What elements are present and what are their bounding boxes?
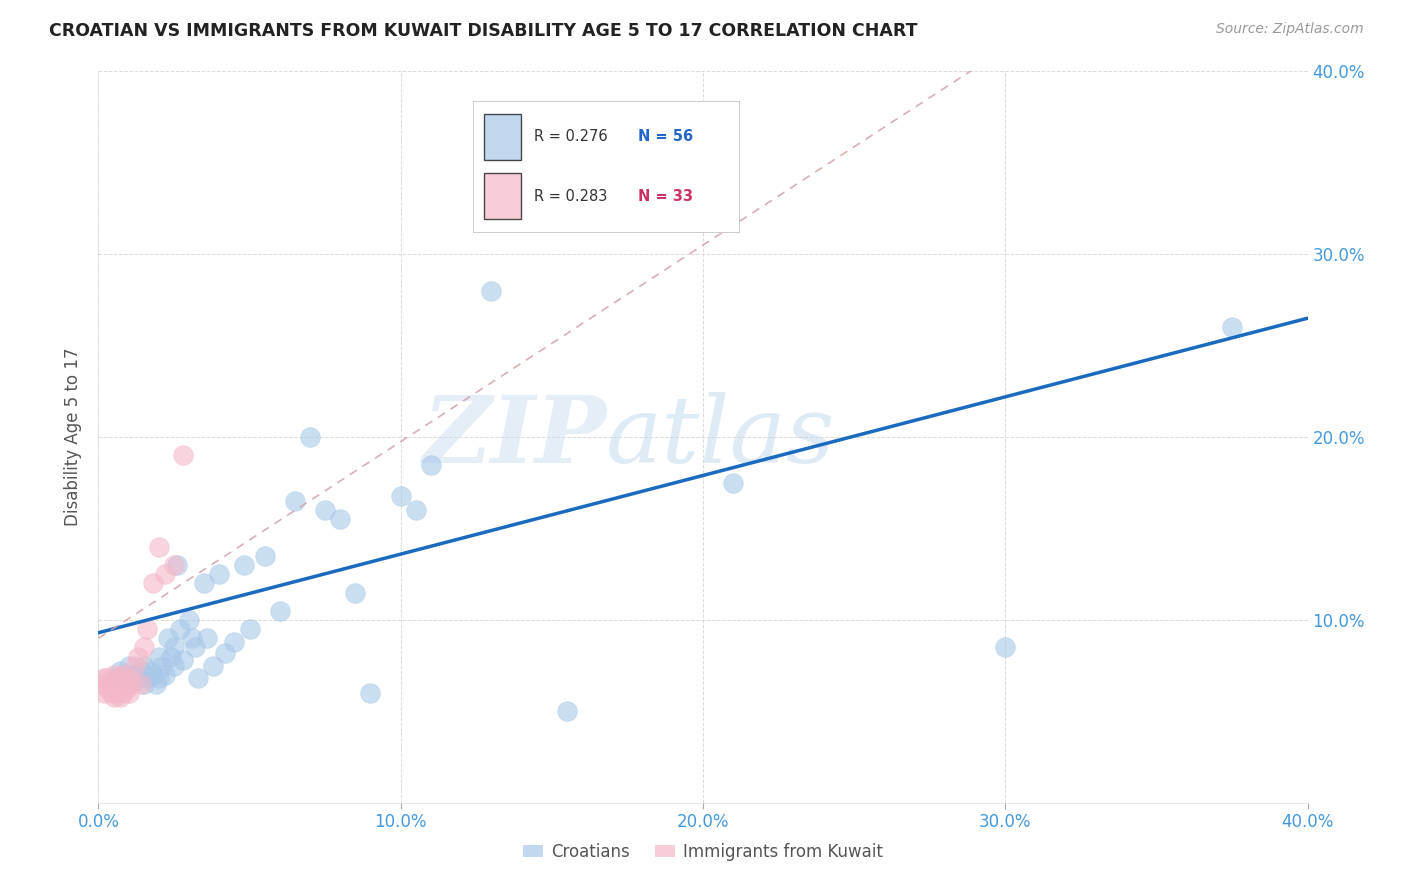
Point — [118, 658, 141, 673]
Point — [163, 558, 186, 573]
Point — [405, 503, 427, 517]
Point — [103, 677, 125, 691]
Point — [127, 649, 149, 664]
Point — [127, 672, 149, 686]
Point — [124, 658, 146, 673]
Point — [103, 667, 125, 681]
Point — [360, 686, 382, 700]
Point — [153, 567, 176, 582]
Point — [224, 635, 246, 649]
Point — [208, 567, 231, 582]
Point — [389, 489, 412, 503]
Point — [90, 677, 112, 691]
Point — [118, 686, 141, 700]
Point — [169, 622, 191, 636]
Point — [150, 658, 173, 673]
Point — [132, 640, 155, 655]
Point — [420, 458, 443, 472]
Y-axis label: Disability Age 5 to 17: Disability Age 5 to 17 — [65, 348, 83, 526]
Point — [994, 640, 1017, 655]
Point — [108, 681, 131, 695]
Point — [314, 503, 336, 517]
Point — [103, 690, 125, 704]
Point — [153, 667, 176, 681]
Point — [111, 677, 134, 691]
Point — [108, 672, 131, 686]
Point — [195, 632, 218, 646]
Point — [108, 664, 131, 678]
Point — [96, 681, 118, 695]
Point — [96, 672, 118, 686]
Point — [111, 686, 134, 700]
Point — [111, 667, 134, 681]
Point — [132, 677, 155, 691]
Point — [118, 677, 141, 691]
Point — [160, 649, 183, 664]
Point — [148, 672, 170, 686]
Point — [163, 640, 186, 655]
Point — [135, 672, 157, 686]
Point — [232, 558, 254, 573]
Legend: Croatians, Immigrants from Kuwait: Croatians, Immigrants from Kuwait — [516, 837, 890, 868]
Point — [166, 558, 188, 573]
Point — [193, 576, 215, 591]
Point — [184, 640, 207, 655]
Point — [103, 672, 125, 686]
Point — [148, 540, 170, 554]
Point — [114, 682, 136, 697]
Point — [114, 667, 136, 681]
Point — [163, 658, 186, 673]
Point — [139, 664, 162, 678]
Point — [108, 690, 131, 704]
Point — [1220, 320, 1243, 334]
Point — [239, 622, 262, 636]
Point — [129, 677, 152, 691]
Point — [142, 576, 165, 591]
Point — [114, 677, 136, 691]
Point — [156, 632, 179, 646]
Point — [284, 494, 307, 508]
Point — [132, 658, 155, 673]
Point — [253, 549, 276, 563]
Point — [181, 632, 204, 646]
Point — [555, 705, 578, 719]
Point — [121, 677, 143, 691]
Point — [172, 653, 194, 667]
Point — [124, 667, 146, 681]
Point — [148, 649, 170, 664]
Point — [100, 677, 122, 691]
Point — [616, 202, 638, 216]
Point — [111, 677, 134, 691]
Point — [329, 512, 352, 526]
Point — [214, 646, 236, 660]
Point — [129, 664, 152, 678]
Point — [723, 475, 745, 490]
Point — [118, 672, 141, 686]
Point — [105, 686, 128, 700]
Point — [179, 613, 201, 627]
Point — [121, 672, 143, 686]
Text: CROATIAN VS IMMIGRANTS FROM KUWAIT DISABILITY AGE 5 TO 17 CORRELATION CHART: CROATIAN VS IMMIGRANTS FROM KUWAIT DISAB… — [49, 22, 918, 40]
Point — [187, 672, 209, 686]
Text: ZIP: ZIP — [422, 392, 606, 482]
Point — [142, 667, 165, 681]
Point — [344, 585, 367, 599]
Text: Source: ZipAtlas.com: Source: ZipAtlas.com — [1216, 22, 1364, 37]
Point — [135, 622, 157, 636]
Point — [481, 284, 503, 298]
Point — [93, 686, 115, 700]
Point — [105, 677, 128, 691]
Point — [145, 677, 167, 691]
Point — [93, 672, 115, 686]
Point — [202, 658, 225, 673]
Point — [100, 686, 122, 700]
Point — [269, 604, 291, 618]
Text: atlas: atlas — [606, 392, 835, 482]
Point — [172, 448, 194, 462]
Point — [299, 430, 322, 444]
